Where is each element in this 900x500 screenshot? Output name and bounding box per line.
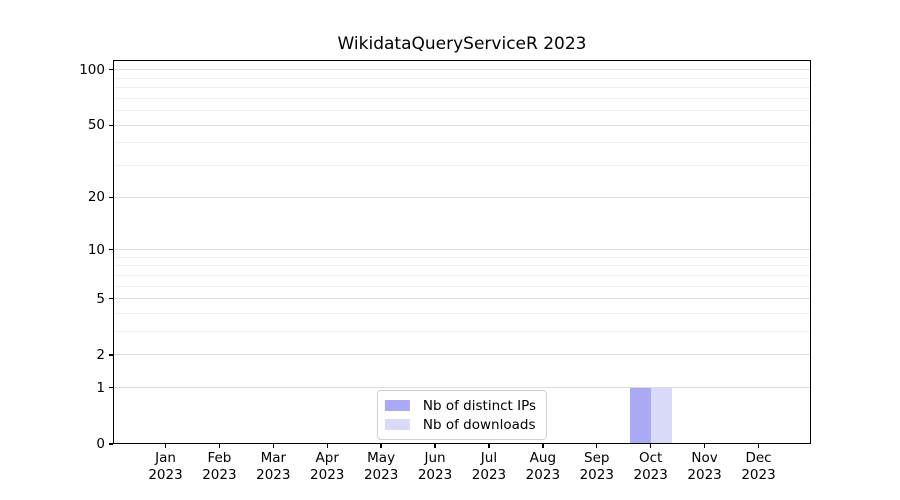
x-tick-mark [326,444,328,448]
x-tick-mark [488,444,490,448]
x-tick-label-line: 2023 [741,466,776,483]
gridline-major [113,69,811,71]
gridline-minor [113,331,811,333]
x-tick-mark [434,444,436,448]
x-tick-label-line: 2023 [687,466,722,483]
y-tick-label: 50 [87,117,105,134]
gridline-minor [113,142,811,144]
x-tick-label-line: Sep [584,450,610,466]
x-tick-label-line: Jul [480,450,498,466]
gridline-minor [113,274,811,276]
x-tick-mark [164,444,167,448]
x-tick-label: Apr 2023 [285,450,369,483]
x-tick-label-line: Aug [529,450,557,466]
x-tick-label-line: 2023 [417,466,453,483]
y-tick-mark [109,69,113,71]
legend-label: Nb of downloads [422,416,536,433]
x-tick-label: Sep 2023 [555,450,639,483]
x-tick-label-line: Oct [639,450,663,466]
chart-title: WikidataQueryServiceR 2023 [337,34,587,54]
legend-swatch [384,419,410,430]
y-tick-label: 2 [96,346,105,363]
x-tick-label: Jul 2023 [447,450,531,483]
gridline-minor [113,97,811,99]
legend-swatch [384,400,410,411]
bar-nb-of-distinct-ips [629,387,651,444]
x-tick-label-line: 2023 [633,466,668,483]
x-tick-label: Feb 2023 [177,450,261,483]
x-tick-label-line: 2023 [579,466,614,483]
gridline-major [113,249,811,251]
gridline-minor [113,285,811,287]
x-tick-mark [380,444,382,448]
y-tick-mark [109,248,113,251]
x-tick-label-line: Jan [155,450,176,466]
x-tick-label-line: 2023 [256,466,291,483]
bar-nb-of-downloads [650,387,672,444]
x-tick-label-line: Apr [315,450,339,466]
x-tick-label-line: 2023 [363,466,399,483]
x-tick-label-line: Nov [691,450,718,466]
x-tick-mark [218,444,221,448]
y-tick-label: 20 [87,189,105,206]
legend-item: Nb of distinct IPs [384,396,537,415]
gridline-minor [113,165,811,167]
y-tick-mark [109,124,113,126]
y-tick-label: 100 [79,61,105,78]
legend-label: Nb of distinct IPs [422,397,537,414]
legend-item: Nb of downloads [384,415,536,434]
x-tick-label: Jun 2023 [393,450,477,483]
gridline-major [113,196,811,198]
x-tick-label-line: 2023 [525,466,561,483]
gridline-minor [113,256,811,258]
x-tick-label-line: May [367,450,396,466]
x-tick-label: Nov 2023 [663,450,747,483]
x-tick-label: Jan 2023 [124,450,208,483]
x-tick-mark [650,444,652,448]
y-tick-label: 10 [87,241,105,258]
y-tick-label: 5 [96,290,105,307]
x-tick-label-line: Dec [745,450,772,466]
gridline-major [113,387,811,389]
x-tick-mark [542,444,544,448]
gridline-major [113,354,811,356]
plot-area [113,60,811,444]
gridline-minor [113,77,811,79]
y-tick-mark [109,354,113,356]
x-tick-label: Oct 2023 [609,450,693,483]
gridline-major [113,124,811,126]
gridline-minor [113,313,811,314]
x-tick-label: Dec 2023 [717,450,801,483]
gridline-minor [113,265,811,267]
x-tick-label-line: Mar [260,450,287,466]
x-tick-mark [272,444,274,448]
y-tick-mark [109,387,113,389]
x-tick-mark [596,444,598,448]
x-tick-label: May 2023 [339,450,423,483]
y-tick-label: 0 [96,436,105,452]
x-tick-mark [703,444,706,448]
x-tick-label-line: Jun [424,450,446,466]
x-tick-label: Aug 2023 [501,450,585,483]
x-tick-label-line: 2023 [310,466,345,483]
y-tick-mark [109,196,113,198]
legend: Nb of distinct IPs Nb of downloads [376,390,548,440]
y-tick-label: 1 [96,379,105,396]
x-tick-mark [757,444,760,448]
x-tick-label: Mar 2023 [231,450,315,483]
gridline-major [113,298,811,300]
gridline-minor [113,87,811,89]
x-tick-label-line: 2023 [202,466,237,483]
y-tick-mark [109,443,113,445]
x-tick-label-line: 2023 [471,466,507,483]
x-tick-label-line: 2023 [148,466,183,483]
x-tick-label-line: Feb [207,450,232,466]
gridline-minor [113,110,811,112]
y-tick-mark [109,298,113,300]
